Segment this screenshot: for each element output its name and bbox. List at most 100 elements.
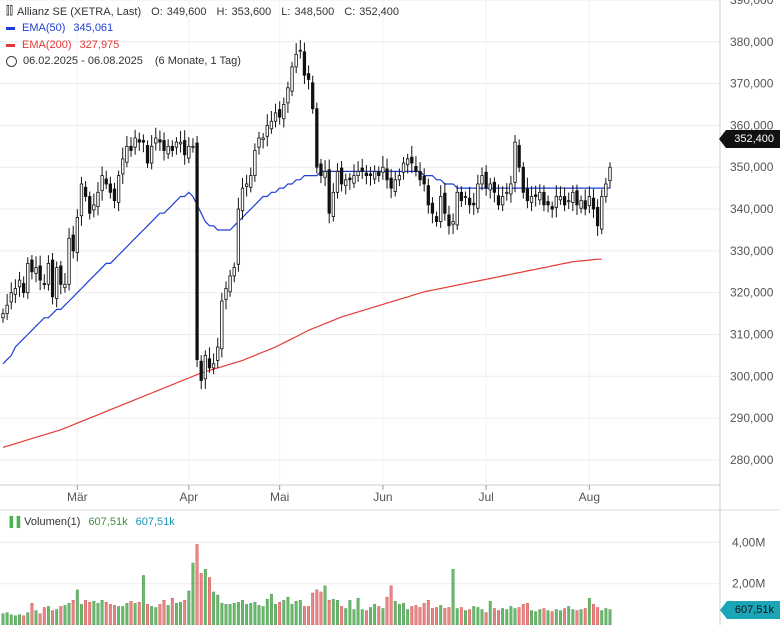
candle — [327, 159, 331, 224]
candle — [472, 192, 476, 215]
candle-body — [575, 190, 579, 206]
volume-value-green: 607,51k — [88, 516, 128, 528]
candle — [166, 139, 170, 159]
open-value: 349,600 — [166, 5, 207, 18]
volume-bar — [71, 600, 75, 626]
volume-bar — [302, 606, 306, 626]
candle — [211, 353, 216, 375]
candle-body — [529, 196, 534, 203]
candle-body — [422, 176, 426, 185]
close-label: C: — [344, 5, 356, 18]
volume-bar — [274, 604, 277, 626]
candle — [116, 170, 121, 212]
candle — [290, 61, 294, 97]
candle-body — [96, 191, 100, 207]
ema200-value: 327,975 — [79, 39, 120, 51]
candle-body — [75, 217, 79, 253]
candle — [42, 274, 46, 290]
candle — [422, 168, 426, 192]
candle — [240, 177, 245, 220]
candle — [344, 173, 348, 195]
volume-bar — [13, 615, 17, 626]
candle — [600, 189, 604, 235]
volume-bar — [249, 603, 253, 626]
volume-bar — [9, 614, 13, 626]
candle — [30, 255, 34, 280]
candle-body — [393, 179, 397, 192]
volume-bar — [369, 607, 372, 626]
candle — [447, 205, 451, 235]
candle-body — [116, 175, 121, 203]
candle — [46, 255, 51, 291]
candle-body — [100, 175, 104, 192]
candle — [187, 137, 191, 164]
volume-bar — [422, 603, 426, 626]
candle-body — [228, 275, 232, 293]
candle-body — [439, 196, 443, 222]
candle-body — [55, 267, 59, 299]
volume-bar — [311, 592, 315, 626]
candle-body — [521, 166, 525, 193]
candle-body — [278, 109, 282, 118]
candle-body — [451, 221, 455, 225]
candle — [298, 39, 302, 59]
candle — [17, 271, 22, 297]
candle-body — [558, 196, 563, 201]
volume-bar — [22, 615, 26, 626]
volume-bar — [587, 597, 591, 626]
candle — [311, 75, 315, 114]
volume-bar — [381, 608, 385, 626]
candle — [75, 209, 79, 262]
volume-label: Volumen(1) — [24, 516, 81, 528]
volume-bar — [55, 609, 59, 626]
candle — [443, 182, 447, 221]
volume-bar — [212, 591, 216, 626]
candle — [364, 164, 369, 185]
volume-bar — [447, 607, 451, 626]
y-tick-label: 380,000 — [730, 35, 774, 49]
candle-body — [26, 263, 30, 294]
candle — [83, 181, 88, 202]
candle — [562, 187, 567, 212]
volume-bar — [224, 604, 228, 626]
volume-bar — [282, 600, 286, 626]
candle-body — [42, 283, 46, 285]
candle — [108, 176, 112, 199]
candle-body — [261, 137, 265, 141]
candle — [1, 308, 5, 323]
y-tick-label: 360,000 — [730, 118, 774, 132]
candle-body — [567, 200, 571, 203]
candle-body — [546, 201, 550, 206]
candle — [426, 178, 430, 214]
candle — [534, 185, 538, 207]
candle-body — [406, 158, 410, 166]
candle — [244, 174, 249, 197]
candle-body — [253, 150, 257, 177]
candle — [339, 160, 344, 192]
y-tick-label: 280,000 — [730, 453, 774, 467]
volume-bar — [418, 607, 422, 626]
volume-bar — [592, 604, 595, 626]
candle-body — [216, 346, 220, 361]
volume-bar — [166, 605, 170, 626]
volume-bar — [307, 606, 311, 626]
y-tick-label: 390,000 — [730, 0, 774, 7]
candle — [178, 130, 183, 153]
candle-body — [46, 263, 51, 285]
volume-bar — [327, 600, 331, 626]
volume-bar — [121, 606, 125, 626]
volume-bar — [530, 610, 533, 626]
candle-body — [79, 183, 84, 217]
ema50-line — [2, 170, 610, 365]
candle-body — [443, 192, 447, 214]
candle — [9, 282, 13, 310]
ohlc-legend: ⫿⫿ Allianz SE (XETRA, Last) O: 349,600 H:… — [6, 5, 399, 18]
candle-body — [501, 196, 505, 206]
volume-bar — [236, 602, 240, 626]
candle-body — [331, 191, 335, 217]
low-value: 348,500 — [294, 5, 335, 18]
candle — [13, 279, 18, 304]
volume-bar — [501, 608, 505, 626]
candle — [63, 273, 67, 293]
candle-body — [22, 283, 26, 294]
